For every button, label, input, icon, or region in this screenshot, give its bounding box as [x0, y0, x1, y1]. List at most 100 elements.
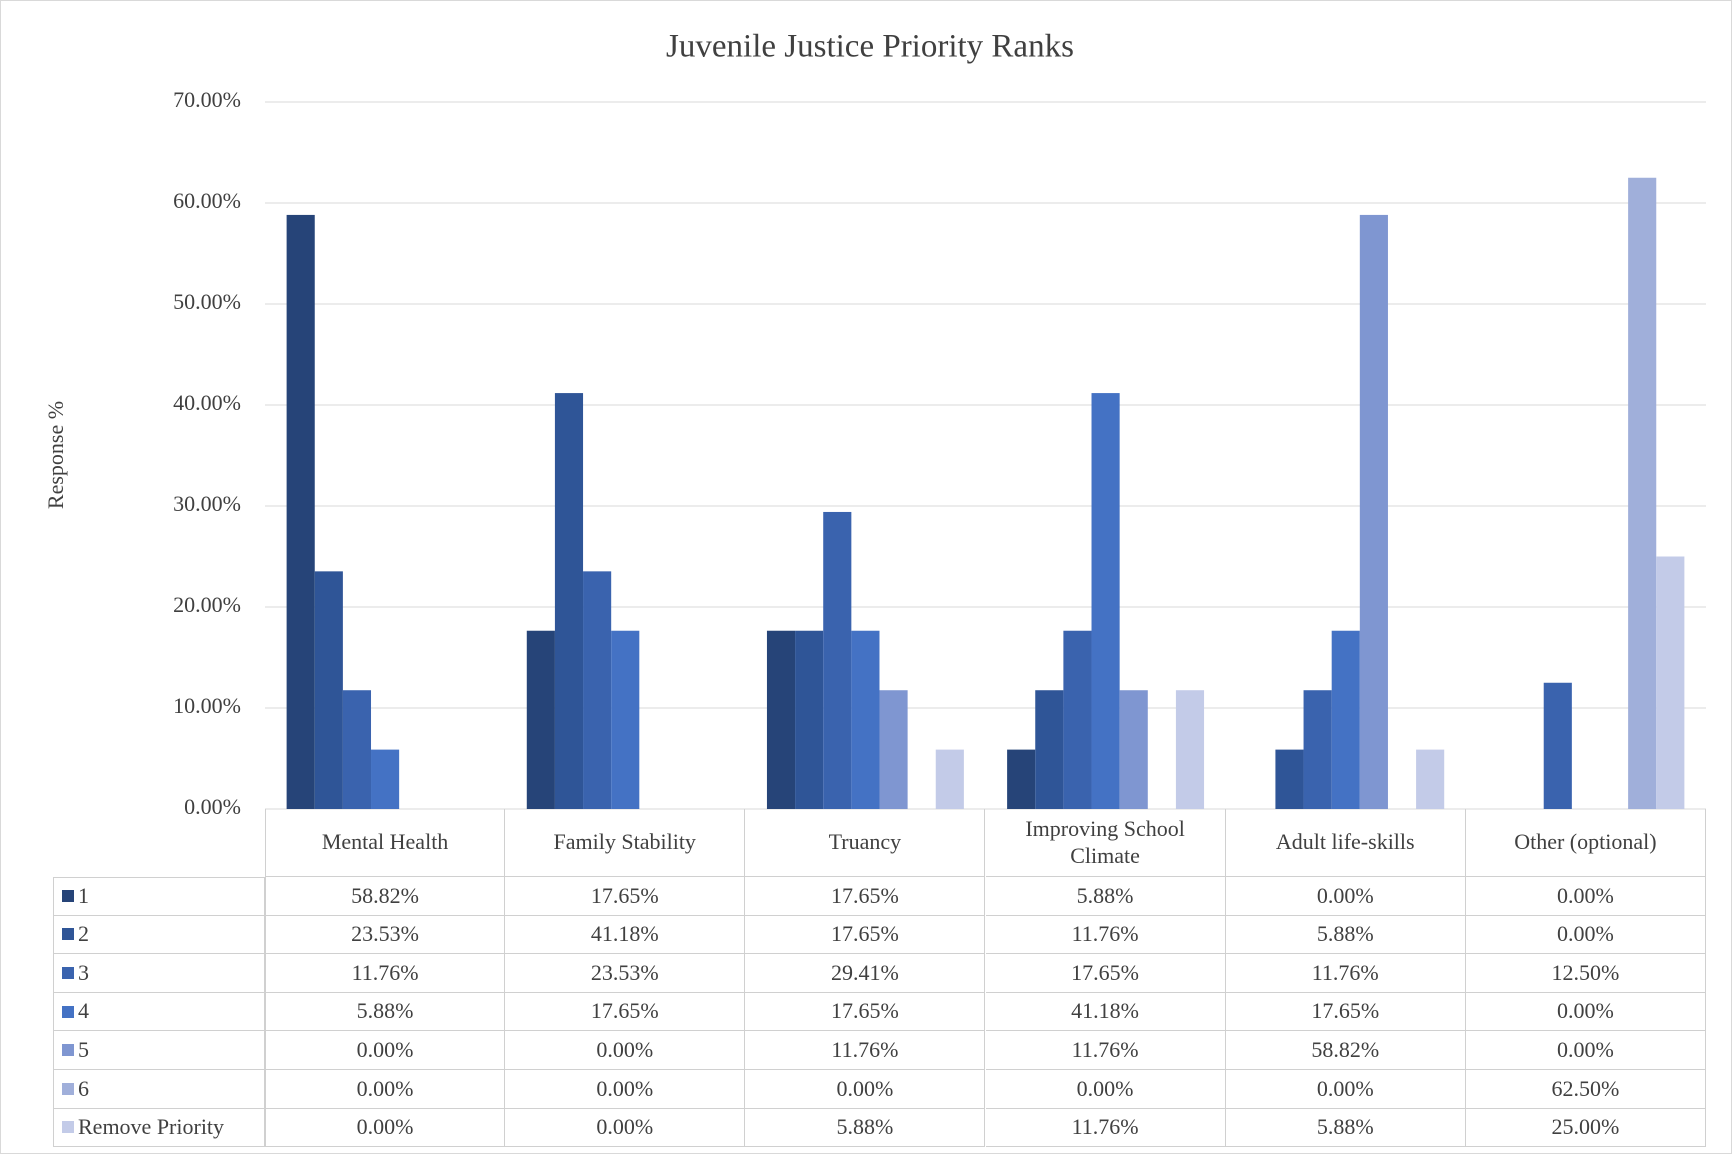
bar: [1035, 690, 1064, 809]
legend-swatch: [62, 928, 74, 941]
y-tick-label: 0.00%: [184, 794, 241, 819]
legend-entry: 1: [53, 877, 265, 916]
data-cell: 58.82%: [1225, 1031, 1466, 1070]
bar: [1416, 749, 1445, 809]
bar: [1275, 749, 1304, 809]
bar: [1359, 214, 1388, 810]
legend-swatch: [62, 1005, 74, 1018]
data-cell: 11.76%: [985, 1108, 1226, 1148]
bar: [526, 630, 555, 809]
y-tick-label: 30.00%: [173, 491, 241, 516]
y-tick-label: 20.00%: [173, 592, 241, 617]
bar: [314, 571, 343, 809]
legend-label: 6: [78, 1075, 89, 1101]
y-tick-label: 50.00%: [173, 289, 241, 314]
legend-entry: 6: [53, 1070, 265, 1109]
bar: [583, 571, 612, 809]
bar: [1303, 690, 1332, 809]
bar: [851, 630, 880, 809]
category-header: Mental Health: [265, 809, 506, 877]
data-cell: 23.53%: [505, 954, 746, 993]
data-cell: 58.82%: [265, 877, 506, 916]
data-cell: 0.00%: [265, 1108, 506, 1148]
bar: [1091, 393, 1120, 809]
category-header: Other (optional): [1465, 809, 1706, 877]
legend-label: 4: [78, 998, 89, 1024]
category-header: Truancy: [745, 809, 986, 877]
data-cell: 0.00%: [505, 1108, 746, 1148]
data-cell: 12.50%: [1465, 954, 1706, 993]
data-cell: 5.88%: [1225, 1108, 1466, 1148]
data-cell: 11.76%: [985, 1031, 1226, 1070]
legend-swatch: [62, 1082, 74, 1095]
data-cell: 5.88%: [745, 1108, 986, 1148]
bar: [823, 511, 852, 809]
data-cell: 25.00%: [1465, 1108, 1706, 1148]
data-cell: 0.00%: [1225, 1070, 1466, 1109]
data-cell: 0.00%: [1465, 1031, 1706, 1070]
data-cell: 0.00%: [505, 1031, 746, 1070]
bar: [935, 749, 964, 809]
legend-swatch: [62, 1044, 74, 1057]
data-cell: 5.88%: [985, 877, 1226, 916]
bar: [766, 630, 796, 809]
data-cell: 0.00%: [745, 1070, 986, 1109]
data-cell: 5.88%: [1225, 915, 1466, 955]
legend-swatch: [62, 1121, 74, 1134]
data-cell: 62.50%: [1465, 1070, 1706, 1109]
data-cell: 0.00%: [505, 1070, 746, 1109]
legend-entry: 3: [53, 954, 265, 993]
legend-swatch: [62, 890, 74, 903]
bar: [554, 393, 584, 809]
data-cell: 0.00%: [1465, 877, 1706, 916]
y-tick-label: 60.00%: [173, 188, 241, 213]
y-axis-label: Response %: [43, 401, 68, 509]
data-cell: 11.76%: [745, 1031, 986, 1070]
data-cell: 41.18%: [505, 915, 746, 955]
data-cell: 17.65%: [745, 915, 986, 955]
data-cell: 0.00%: [1465, 992, 1706, 1032]
chart-title: Juvenile Justice Priority Ranks: [666, 29, 1074, 65]
legend-entry: Remove Priority: [53, 1108, 265, 1148]
bar: [611, 630, 640, 809]
legend-label: Remove Priority: [78, 1114, 225, 1140]
legend-label: 1: [78, 883, 89, 909]
legend-swatch: [62, 966, 74, 979]
bar: [795, 630, 824, 809]
data-cell: 29.41%: [745, 954, 986, 993]
data-cell: 17.65%: [505, 877, 746, 916]
data-cell: 17.65%: [1225, 992, 1466, 1032]
data-cell: 11.76%: [985, 915, 1226, 955]
legend-label: 2: [78, 921, 89, 947]
legend-entry: 5: [53, 1031, 265, 1070]
data-cell: 0.00%: [1225, 877, 1466, 916]
legend-entry: 4: [53, 992, 265, 1032]
data-cell: 0.00%: [265, 1070, 506, 1109]
bar: [1543, 682, 1572, 809]
data-cell: 0.00%: [1465, 915, 1706, 955]
category-header: Adult life-skills: [1225, 809, 1466, 877]
legend-entry: 2: [53, 915, 265, 955]
category-header: Family Stability: [505, 809, 746, 877]
bar: [286, 214, 315, 810]
bar: [1063, 630, 1092, 809]
category-header: Improving School Climate: [985, 809, 1226, 877]
bar: [1628, 177, 1657, 809]
bar: [879, 690, 908, 809]
data-cell: 11.76%: [1225, 954, 1466, 993]
bar: [1331, 630, 1360, 809]
bar: [342, 690, 372, 809]
y-tick-label: 70.00%: [173, 87, 241, 112]
bar: [1119, 690, 1148, 809]
data-cell: 17.65%: [505, 992, 746, 1032]
data-cell: 17.65%: [985, 954, 1226, 993]
bar: [371, 749, 400, 809]
data-cell: 17.65%: [745, 992, 986, 1032]
bar: [1007, 749, 1036, 809]
data-cell: 0.00%: [985, 1070, 1226, 1109]
bar: [1175, 690, 1205, 809]
y-tick-label: 10.00%: [173, 693, 241, 718]
data-cell: 0.00%: [265, 1031, 506, 1070]
